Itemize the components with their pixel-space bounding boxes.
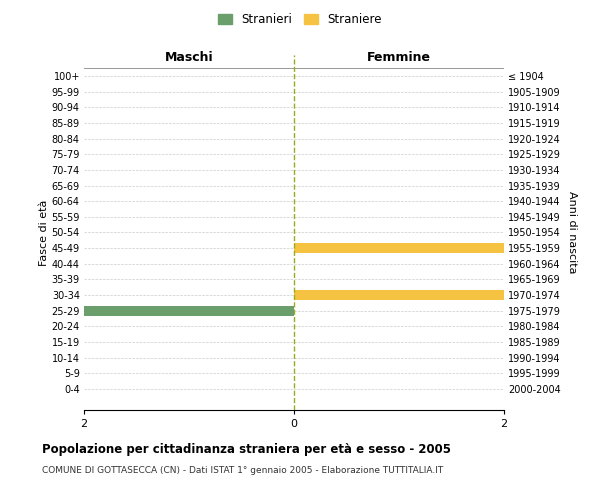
Text: Femmine: Femmine bbox=[367, 50, 431, 64]
Y-axis label: Fasce di età: Fasce di età bbox=[38, 200, 49, 266]
Bar bbox=[294, 290, 504, 300]
Text: Maschi: Maschi bbox=[164, 50, 214, 64]
Y-axis label: Anni di nascita: Anni di nascita bbox=[566, 191, 577, 274]
Legend: Stranieri, Straniere: Stranieri, Straniere bbox=[213, 8, 387, 31]
Bar bbox=[84, 306, 294, 316]
Bar bbox=[294, 243, 504, 253]
Text: Popolazione per cittadinanza straniera per età e sesso - 2005: Popolazione per cittadinanza straniera p… bbox=[42, 442, 451, 456]
Text: COMUNE DI GOTTASECCA (CN) - Dati ISTAT 1° gennaio 2005 - Elaborazione TUTTITALIA: COMUNE DI GOTTASECCA (CN) - Dati ISTAT 1… bbox=[42, 466, 443, 475]
